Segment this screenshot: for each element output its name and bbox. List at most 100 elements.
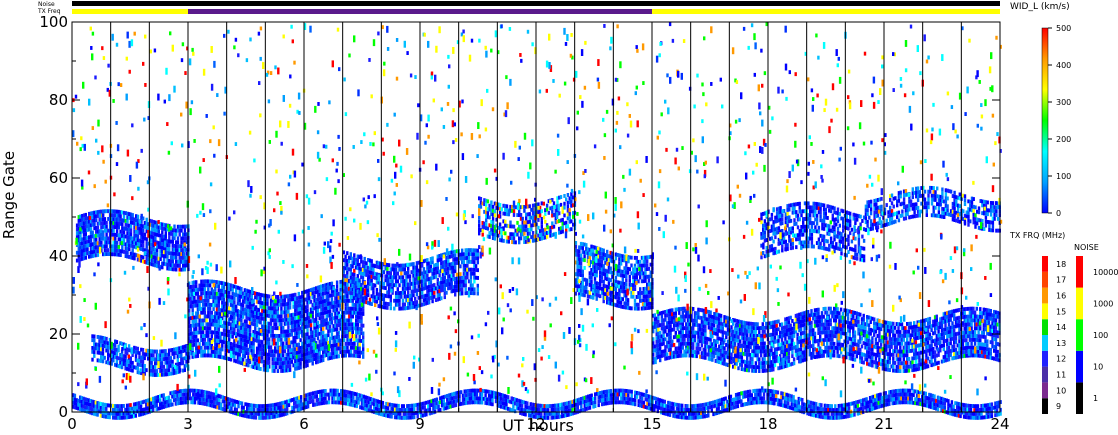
echo-cell <box>742 344 745 348</box>
echo-cell <box>459 280 462 284</box>
echo-cell <box>295 319 299 324</box>
echo-cell <box>133 237 136 241</box>
echo-cell <box>335 307 339 312</box>
echo-cell <box>434 266 438 271</box>
echo-cell <box>657 335 660 340</box>
echo-cell <box>327 302 330 306</box>
echo-cell <box>576 288 579 292</box>
echo-cell <box>356 326 360 331</box>
echo-cell <box>429 276 433 281</box>
echo-cell <box>441 284 445 288</box>
echo-cell <box>201 279 205 284</box>
echo-cell <box>718 356 721 361</box>
echo-cell <box>89 211 93 216</box>
echo-cell <box>136 358 139 363</box>
echo-cell <box>107 345 110 350</box>
echo-cell <box>318 351 321 356</box>
echo-cell <box>518 236 521 241</box>
echo-cell <box>332 316 335 321</box>
echo-cell <box>572 195 575 200</box>
echo-cell <box>112 240 115 245</box>
echo-cell <box>133 240 136 245</box>
echo-cell <box>159 365 162 369</box>
echo-cell <box>763 361 766 365</box>
echo-cell <box>384 305 387 310</box>
echo-cell <box>747 341 751 345</box>
echo-cell <box>148 372 152 377</box>
echo-cell <box>384 266 387 271</box>
echo-cell <box>507 212 510 217</box>
echo-cell <box>401 302 405 307</box>
echo-cell <box>203 279 207 284</box>
echo-cell <box>235 351 238 356</box>
echo-cell <box>214 330 217 335</box>
echo-cell <box>280 298 283 303</box>
echo-cell <box>328 293 332 298</box>
echo-cell <box>243 299 247 304</box>
echo-cell <box>93 218 96 223</box>
echo-cell <box>294 327 297 332</box>
echo-cell <box>208 322 212 327</box>
echo-cell <box>119 353 122 357</box>
echo-cell <box>625 297 628 302</box>
echo-cell <box>143 352 146 357</box>
echo-cell <box>255 346 259 351</box>
echo-cell <box>752 353 756 358</box>
echo-cell <box>765 325 768 330</box>
echo-cell <box>245 319 248 324</box>
echo-cell <box>704 348 707 352</box>
echo-cell <box>247 355 250 360</box>
echo-cell <box>427 277 431 281</box>
echo-cell <box>540 232 543 237</box>
echo-cell <box>164 372 167 377</box>
echo-cell <box>626 298 630 302</box>
echo-cell <box>382 297 386 302</box>
echo-cell <box>294 320 297 324</box>
echo-cell <box>362 296 365 301</box>
echo-cell <box>114 362 117 367</box>
echo-cell <box>469 275 473 280</box>
echo-cell <box>367 293 370 297</box>
echo-cell <box>332 339 335 344</box>
echo-cell <box>320 304 323 308</box>
echo-cell <box>523 228 526 233</box>
echo-cell <box>292 343 295 348</box>
echo-cell <box>697 315 700 320</box>
echo-cell <box>346 330 349 334</box>
echo-cell <box>150 368 153 373</box>
echo-cell <box>121 210 124 215</box>
echo-cell <box>121 249 124 254</box>
echo-cell <box>761 365 764 369</box>
echo-cell <box>154 357 157 362</box>
echo-cell <box>389 282 392 287</box>
echo-cell <box>108 345 112 350</box>
echo-cell <box>93 210 96 215</box>
echo-cell <box>768 368 771 373</box>
echo-cell <box>322 287 325 292</box>
echo-cell <box>779 334 782 339</box>
echo-cell <box>695 342 698 347</box>
echo-cell <box>640 306 644 311</box>
echo-cell <box>358 315 361 320</box>
echo-cell <box>334 304 337 309</box>
echo-cell <box>595 293 598 297</box>
echo-cell <box>162 353 166 358</box>
echo-cell <box>301 353 304 358</box>
echo-cell <box>565 224 568 229</box>
echo-cell <box>292 328 295 333</box>
echo-cell <box>259 367 262 371</box>
echo-cell <box>219 312 222 316</box>
echo-cell <box>473 260 476 264</box>
echo-cell <box>325 290 328 295</box>
echo-cell <box>754 326 758 330</box>
echo-cell <box>346 282 349 287</box>
echo-cell <box>247 328 250 333</box>
echo-cell <box>697 335 700 339</box>
echo-cell <box>210 295 213 300</box>
echo-cell <box>311 303 314 307</box>
echo-cell <box>649 254 652 259</box>
echo-cell <box>240 333 243 338</box>
echo-cell <box>185 351 188 356</box>
echo-cell <box>280 330 283 334</box>
echo-cell <box>91 338 94 343</box>
